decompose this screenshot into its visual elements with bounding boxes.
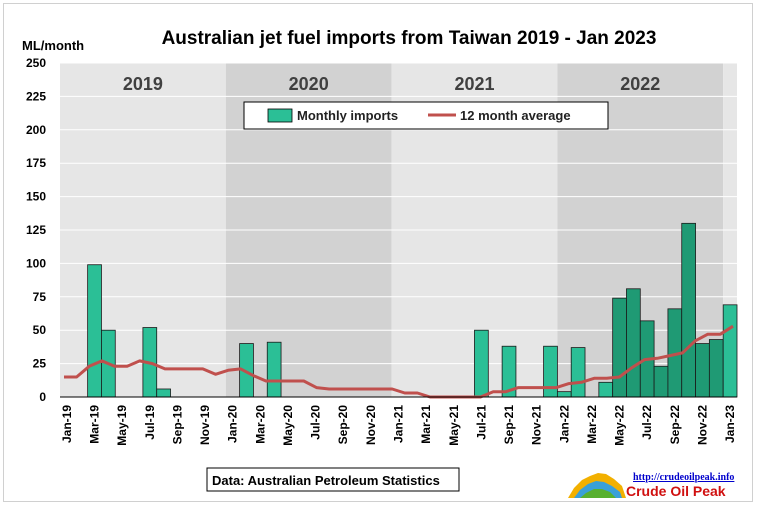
bar-36 <box>556 391 572 398</box>
x-tick-Sep-19: Sep-19 <box>170 405 184 445</box>
chart-title: Australian jet fuel imports from Taiwan … <box>162 28 657 49</box>
x-tick-Jan-23: Jan-23 <box>723 405 737 443</box>
x-tick-Sep-21: Sep-21 <box>502 405 516 445</box>
year-label-2022: 2022 <box>620 74 660 94</box>
y-tick-150: 150 <box>26 190 46 204</box>
year-label-2021: 2021 <box>454 74 494 94</box>
x-tick-Nov-21: Nov-21 <box>530 405 544 445</box>
bar-47 <box>708 339 724 398</box>
x-tick-May-21: May-21 <box>447 405 461 446</box>
bar-2 <box>87 264 102 398</box>
y-tick-250: 250 <box>26 56 46 70</box>
y-axis-label: ML/month <box>22 38 84 53</box>
x-tick-Nov-19: Nov-19 <box>198 405 212 445</box>
year-label-2020: 2020 <box>289 74 329 94</box>
brand-name: Crude Oil Peak <box>626 483 726 499</box>
bar-37 <box>570 347 586 398</box>
x-tick-Mar-22: Mar-22 <box>585 405 599 444</box>
brand-logo: http://crudeoilpeak.info Crude Oil Peak <box>568 472 734 499</box>
x-tick-Jul-21: Jul-21 <box>474 405 488 440</box>
y-tick-75: 75 <box>33 290 47 304</box>
legend-label-monthly: Monthly imports <box>297 108 398 123</box>
source-label: Data: Australian Petroleum Statistics <box>212 473 440 488</box>
brand-logo-graphic-3 <box>580 489 616 498</box>
x-tick-Jan-19: Jan-19 <box>60 405 74 443</box>
bar-40 <box>612 297 627 398</box>
y-tick-0: 0 <box>39 390 46 404</box>
bar-45 <box>681 222 696 398</box>
x-tick-Jan-21: Jan-21 <box>392 405 406 443</box>
x-tick-Nov-22: Nov-22 <box>696 405 710 445</box>
average-line <box>64 324 734 399</box>
bar-15 <box>266 341 282 398</box>
y-tick-125: 125 <box>26 223 46 237</box>
x-tick-Jul-20: Jul-20 <box>309 405 323 440</box>
y-tick-200: 200 <box>26 123 46 137</box>
x-tick-Mar-20: Mar-20 <box>253 405 267 444</box>
x-tick-Jan-22: Jan-22 <box>557 405 571 443</box>
bar-48 <box>722 304 738 398</box>
x-tick-Jul-22: Jul-22 <box>640 405 654 440</box>
x-tick-Jul-19: Jul-19 <box>143 405 157 440</box>
x-axis-ticks: Jan-19 Mar-19 May-19 Jul-19 Sep-19 Nov-19 Jan-… <box>60 405 737 446</box>
average-line-series <box>64 324 734 399</box>
bar-7 <box>156 388 171 398</box>
x-tick-Sep-22: Sep-22 <box>668 405 682 445</box>
y-tick-100: 100 <box>26 256 46 270</box>
x-tick-Sep-20: Sep-20 <box>336 405 350 445</box>
x-tick-Mar-19: Mar-19 <box>88 405 102 444</box>
x-tick-Jan-20: Jan-20 <box>226 405 240 443</box>
brand-url: http://crudeoilpeak.info <box>633 472 734 483</box>
legend-box <box>243 101 609 130</box>
x-tick-Nov-20: Nov-20 <box>364 405 378 445</box>
legend-label-average: 12 month average <box>460 108 571 123</box>
bar-46 <box>695 343 710 398</box>
legend: Monthly imports 12 month average <box>243 101 609 130</box>
x-tick-May-19: May-19 <box>115 405 129 446</box>
y-tick-175: 175 <box>26 156 46 170</box>
bar-30 <box>474 329 489 398</box>
y-tick-25: 25 <box>33 357 47 371</box>
y-tick-225: 225 <box>26 89 46 103</box>
x-tick-Mar-21: Mar-21 <box>419 405 433 444</box>
bar-39 <box>598 381 614 398</box>
bar-43 <box>653 365 669 398</box>
bar-41 <box>626 288 641 398</box>
y-tick-50: 50 <box>33 323 47 337</box>
source-box-border <box>206 467 460 492</box>
year-label-2019: 2019 <box>123 74 163 94</box>
legend-swatch-monthly <box>267 108 293 123</box>
bar-35 <box>543 345 558 398</box>
y-axis-ticks: 0 25 50 75 100 125 150 175 200 225 250 <box>26 56 46 404</box>
source-box: Data: Australian Petroleum Statistics <box>206 467 460 492</box>
x-tick-May-22: May-22 <box>613 405 627 446</box>
x-tick-May-20: May-20 <box>281 405 295 446</box>
